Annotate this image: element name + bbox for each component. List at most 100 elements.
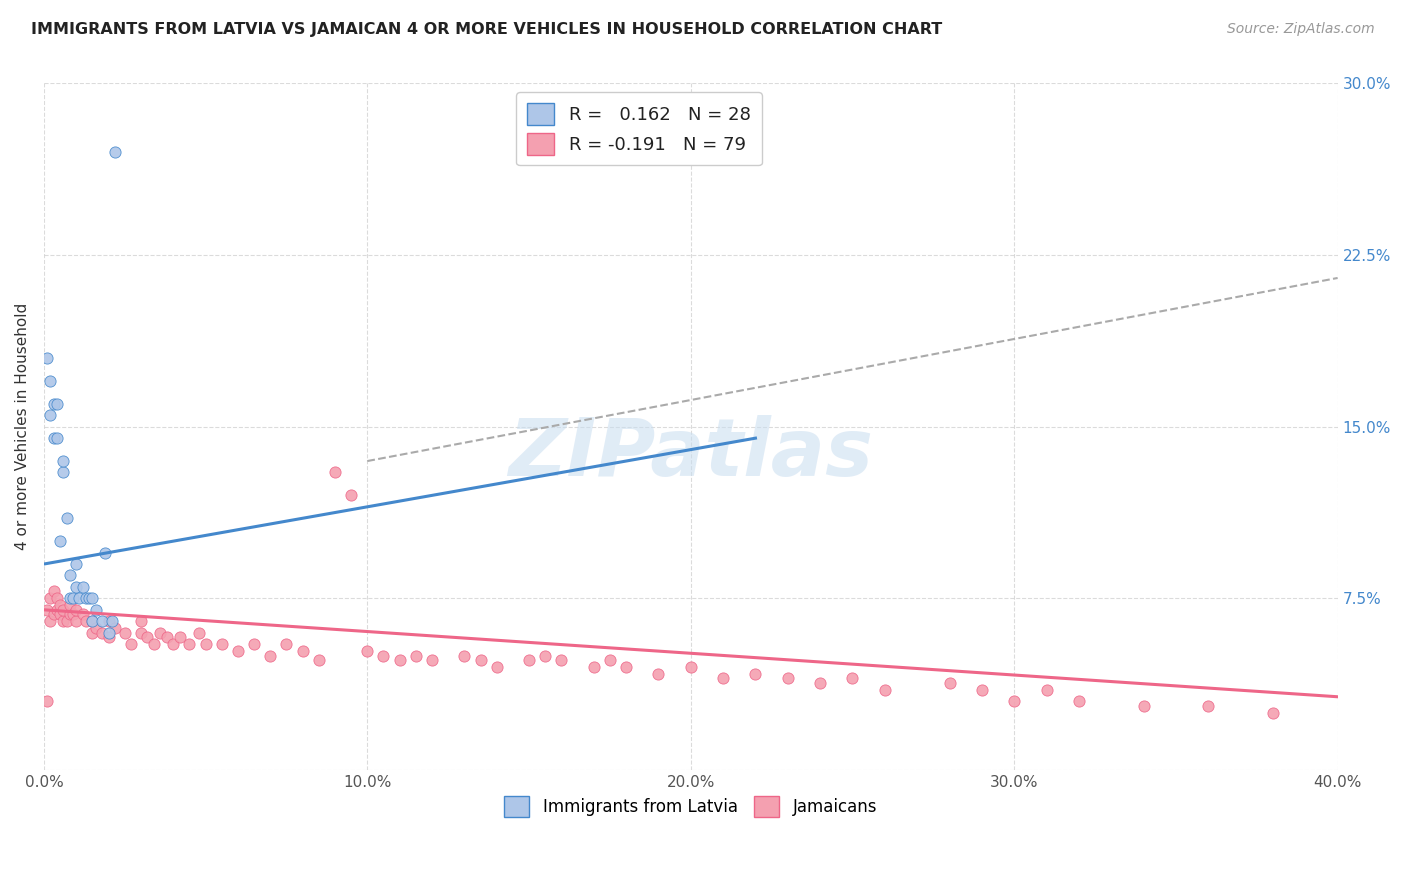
Point [97, 625, 120, 640]
Text: IMMIGRANTS FROM LATVIA VS JAMAICAN 4 OR MORE VEHICLES IN HOUSEHOLD CORRELATION C: IMMIGRANTS FROM LATVIA VS JAMAICAN 4 OR … [31, 22, 942, 37]
Point [136, 630, 159, 644]
Point [42, 397, 65, 411]
Point [647, 666, 669, 681]
Point [340, 488, 363, 502]
Point [69, 591, 91, 606]
Point [65, 614, 87, 628]
Point [142, 637, 165, 651]
Point [84, 603, 107, 617]
Point [388, 653, 411, 667]
Point [62, 591, 84, 606]
Point [470, 653, 492, 667]
Point [49, 607, 72, 622]
Point [1002, 694, 1025, 708]
Point [534, 648, 557, 663]
Point [65, 557, 87, 571]
Point [129, 625, 152, 640]
Point [82, 591, 104, 606]
Point [1197, 698, 1219, 713]
Point [169, 630, 191, 644]
Point [82, 625, 104, 640]
Point [55, 614, 77, 628]
Point [52, 603, 75, 617]
Legend: Immigrants from Latvia, Jamaicans: Immigrants from Latvia, Jamaicans [498, 789, 884, 823]
Point [65, 580, 87, 594]
Point [84, 621, 107, 635]
Point [94, 545, 117, 559]
Point [517, 653, 540, 667]
Point [356, 644, 378, 658]
Point [114, 625, 136, 640]
Point [120, 637, 142, 651]
Point [156, 630, 179, 644]
Point [243, 637, 266, 651]
Point [45, 431, 67, 445]
Point [52, 454, 75, 468]
Point [323, 466, 346, 480]
Point [291, 644, 314, 658]
Point [49, 534, 72, 549]
Point [1261, 706, 1284, 720]
Point [276, 637, 298, 651]
Point [59, 607, 82, 622]
Point [82, 614, 104, 628]
Point [49, 599, 72, 613]
Point [97, 630, 120, 644]
Point [1067, 694, 1090, 708]
Point [52, 466, 75, 480]
Point [149, 625, 172, 640]
Point [194, 637, 217, 651]
Point [72, 580, 94, 594]
Point [405, 648, 427, 663]
Point [52, 614, 75, 628]
Point [104, 145, 127, 160]
Point [679, 660, 702, 674]
Point [82, 614, 104, 628]
Point [59, 591, 82, 606]
Point [45, 603, 67, 617]
Point [582, 660, 605, 674]
Point [711, 672, 734, 686]
Point [744, 666, 766, 681]
Point [420, 653, 443, 667]
Point [211, 637, 233, 651]
Point [453, 648, 475, 663]
Point [42, 431, 65, 445]
Point [308, 653, 330, 667]
Point [841, 672, 863, 686]
Point [373, 648, 395, 663]
Point [179, 637, 201, 651]
Point [75, 591, 97, 606]
Point [97, 614, 120, 628]
Point [72, 607, 94, 622]
Point [101, 614, 124, 628]
Point [614, 660, 637, 674]
Point [938, 676, 960, 690]
Point [59, 568, 82, 582]
Point [65, 603, 87, 617]
Point [599, 653, 621, 667]
Point [259, 648, 281, 663]
Point [91, 614, 114, 628]
Point [45, 591, 67, 606]
Point [77, 591, 100, 606]
Point [39, 374, 62, 388]
Point [91, 625, 114, 640]
Point [776, 672, 799, 686]
Point [550, 653, 572, 667]
Point [1035, 682, 1057, 697]
Text: ZIPatlas: ZIPatlas [508, 415, 873, 493]
Point [39, 614, 62, 628]
Point [45, 397, 67, 411]
Point [226, 644, 249, 658]
Point [129, 614, 152, 628]
Point [42, 584, 65, 599]
Text: Source: ZipAtlas.com: Source: ZipAtlas.com [1227, 22, 1375, 37]
Point [970, 682, 993, 697]
Point [62, 607, 84, 622]
Point [873, 682, 896, 697]
Point [42, 607, 65, 622]
Y-axis label: 4 or more Vehicles in Household: 4 or more Vehicles in Household [15, 303, 30, 550]
Point [39, 409, 62, 423]
Point [39, 591, 62, 606]
